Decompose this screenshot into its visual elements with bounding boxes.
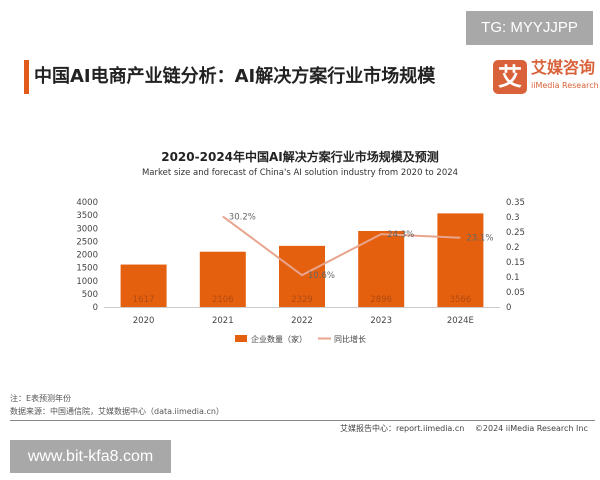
left-axis-tick: 1000 [76, 277, 98, 287]
chart-subtitle: Market size and forecast of China's AI s… [141, 168, 459, 178]
left-axis-tick: 3000 [76, 224, 98, 234]
right-axis-tick: 0.15 [506, 258, 525, 268]
legend-bar-swatch [235, 335, 247, 342]
bar-value-label: 3566 [450, 295, 472, 305]
source-text: 数据来源：中国通信院，艾媒数据中心（data.iimedia.cn） [10, 407, 224, 416]
left-axis-tick: 500 [82, 290, 98, 300]
bar-value-label: 2329 [291, 295, 313, 305]
logo-icon: 艾 [493, 60, 527, 94]
right-axis-tick: 0.1 [506, 273, 520, 283]
growth-line [222, 215, 461, 277]
bar [358, 230, 405, 307]
bar [279, 245, 325, 307]
watermark-bottom: www.bit-kfa8.com [10, 440, 171, 473]
bar [199, 251, 246, 307]
right-axis-tick: 0.3 [506, 213, 520, 223]
growth-label: 30.2% [229, 212, 256, 222]
x-axis-tick: 2024E [447, 316, 474, 326]
right-axis-tick: 0.25 [506, 228, 525, 238]
legend-line-label: 同比增长 [334, 334, 366, 344]
x-axis-tick: 2023 [370, 316, 392, 326]
growth-label: 10.6% [308, 271, 335, 281]
title-accent-bar [24, 60, 29, 94]
left-axis-tick: 3500 [76, 211, 98, 221]
logo-text: 艾媒咨询 [531, 58, 596, 77]
left-axis-tick: 4000 [76, 198, 98, 208]
legend-bar-label: 企业数量（家） [251, 334, 307, 344]
right-axis-tick: 0.2 [506, 243, 520, 253]
x-axis-tick: 2020 [133, 316, 155, 326]
bar-value-label: 2896 [370, 295, 392, 305]
right-axis-tick: 0 [506, 303, 511, 313]
divider [10, 420, 595, 421]
bar [437, 213, 484, 307]
left-axis-tick: 1500 [76, 264, 98, 274]
bar [120, 264, 167, 307]
growth-label: 23.1% [466, 234, 493, 244]
x-axis-tick: 2021 [212, 316, 234, 326]
chart-title: 2020-2024年中国AI解决方案行业市场规模及预测 [161, 150, 439, 164]
logo-subtext: iiMedia Research [531, 81, 599, 90]
left-axis-tick: 2000 [76, 251, 98, 261]
chart: 0 500 1000 1500 2000 2500 3000 3500 4000 0 0.05 0.1… [76, 198, 525, 344]
page-title: 中国AI电商产业链分析：AI解决方案行业市场规模 [34, 66, 436, 87]
left-axis-tick: 2500 [76, 237, 98, 247]
right-axis-tick: 0.05 [506, 288, 525, 298]
watermark-top: TG: MYYJJPP [466, 11, 593, 45]
growth-label: 24.3% [387, 230, 414, 240]
x-axis-tick: 2022 [291, 316, 313, 326]
bar-value-label: 2106 [212, 295, 234, 305]
left-axis-tick: 0 [93, 303, 98, 313]
footer-text: 艾媒报告中心：report.iimedia.cn ©2024 iiMedia R… [340, 424, 588, 433]
right-axis-tick: 0.35 [506, 198, 525, 208]
note-text: 注：E表预测年份 [10, 394, 72, 403]
bar-value-label: 1617 [133, 295, 155, 305]
